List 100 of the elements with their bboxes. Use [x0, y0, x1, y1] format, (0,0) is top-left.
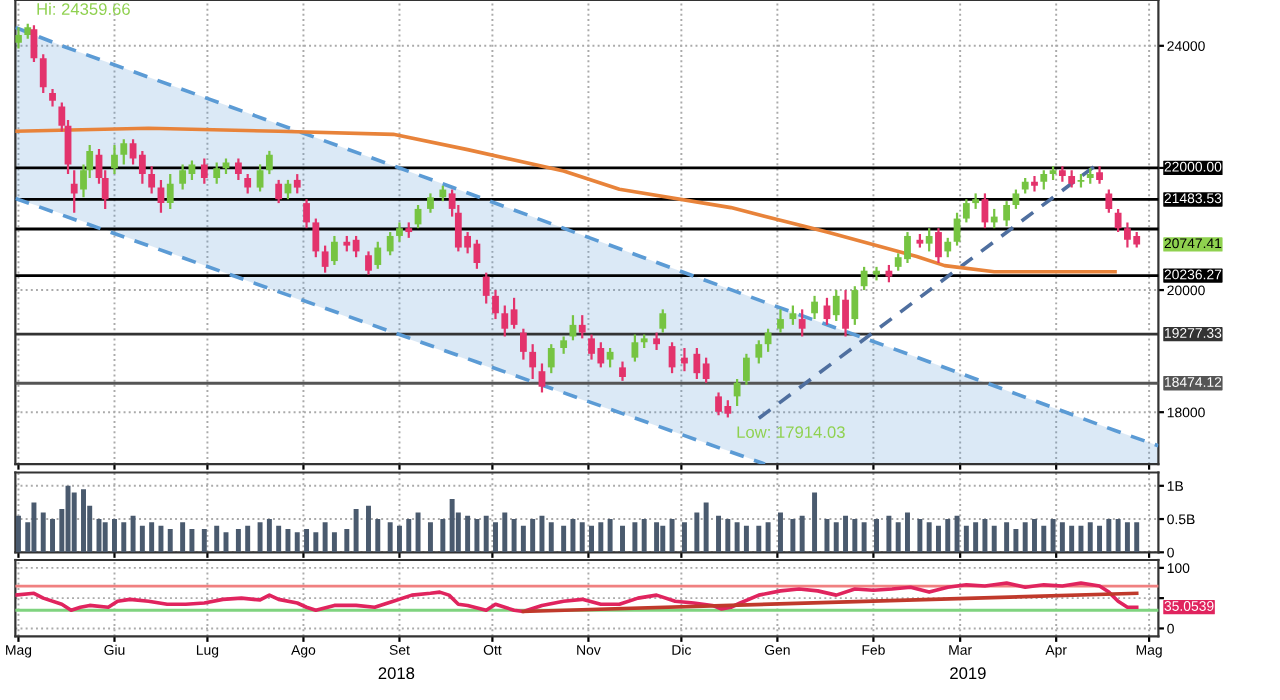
bar — [681, 522, 687, 553]
candlestick — [529, 343, 537, 381]
bar — [799, 515, 805, 553]
bar — [716, 515, 722, 553]
candlestick — [200, 157, 208, 185]
annotation: Low: 17914.03 — [737, 426, 845, 439]
candlestick — [501, 304, 509, 338]
bar — [1059, 522, 1065, 553]
candlestick — [860, 265, 868, 292]
bar — [861, 522, 867, 553]
annotation: Hi: 24359.66 — [37, 2, 130, 15]
bar — [824, 519, 830, 553]
bar — [331, 532, 337, 553]
bar — [1032, 519, 1037, 553]
bar — [548, 522, 554, 553]
candlestick — [755, 339, 763, 365]
bar — [520, 525, 526, 553]
candlestick — [944, 236, 952, 259]
bar — [449, 499, 455, 553]
bar — [1134, 522, 1140, 553]
text: 2018 — [378, 667, 415, 680]
bar — [50, 519, 56, 553]
bar — [991, 525, 997, 553]
bar — [954, 515, 960, 553]
bar — [982, 519, 988, 553]
bar — [843, 515, 849, 553]
bar — [189, 529, 195, 553]
candlestick — [70, 169, 78, 214]
candlestick — [606, 346, 614, 369]
bar — [511, 519, 517, 553]
candlestick — [293, 172, 301, 195]
candlestick — [873, 265, 880, 282]
candlestick — [331, 234, 338, 267]
bar — [1069, 525, 1075, 553]
candlestick — [789, 304, 797, 326]
bar — [465, 515, 471, 553]
candlestick — [111, 143, 118, 176]
candlestick — [303, 198, 310, 230]
candlestick — [1105, 188, 1113, 214]
bar — [607, 519, 613, 553]
candlestick — [1003, 200, 1011, 228]
candlestick — [619, 360, 626, 382]
bar — [812, 492, 818, 553]
bar — [502, 512, 508, 553]
bar — [570, 519, 576, 553]
bar — [112, 519, 117, 553]
candlestick — [148, 165, 156, 195]
bar — [81, 489, 86, 553]
bar — [1106, 519, 1112, 553]
candlestick — [519, 327, 527, 361]
bar — [669, 519, 675, 553]
bar — [1078, 525, 1084, 553]
bar — [396, 525, 402, 553]
candlestick — [935, 227, 942, 265]
bar — [427, 522, 433, 553]
bar — [530, 519, 536, 553]
candlestick — [538, 362, 546, 394]
bar — [440, 519, 446, 553]
candlestick — [244, 172, 252, 195]
bar — [245, 525, 251, 553]
candlestick — [832, 288, 840, 323]
bar — [483, 515, 489, 553]
candlestick — [312, 217, 320, 259]
candlestick — [213, 161, 221, 185]
bar — [833, 522, 839, 553]
bar — [214, 525, 220, 553]
candlestick — [777, 308, 784, 334]
candlestick — [396, 221, 403, 243]
candlestick — [798, 308, 806, 338]
bar — [149, 522, 155, 553]
candlestick — [1114, 207, 1122, 234]
bar — [276, 525, 282, 553]
candlestick — [547, 343, 555, 375]
bar — [294, 532, 300, 553]
candlestick — [138, 149, 146, 185]
bar — [654, 522, 660, 553]
bar — [313, 532, 319, 553]
bar — [926, 522, 932, 553]
bar — [579, 522, 585, 553]
bar — [1050, 519, 1056, 553]
bar — [694, 512, 700, 553]
bar — [304, 529, 310, 553]
bar — [703, 502, 709, 553]
bar — [852, 519, 858, 553]
bar — [905, 512, 910, 553]
candlestick — [275, 178, 283, 205]
bar — [641, 519, 647, 553]
candlestick — [482, 271, 490, 305]
candlestick — [15, 26, 22, 50]
candlestick — [166, 172, 174, 211]
bar — [1087, 522, 1093, 553]
candlestick — [631, 333, 639, 363]
bar — [790, 519, 796, 553]
text: 2019 — [950, 667, 986, 680]
bar — [415, 512, 421, 553]
bar — [235, 529, 241, 553]
bar — [743, 525, 749, 553]
bar — [130, 515, 136, 553]
candlestick — [256, 163, 264, 193]
bar — [1022, 522, 1028, 553]
